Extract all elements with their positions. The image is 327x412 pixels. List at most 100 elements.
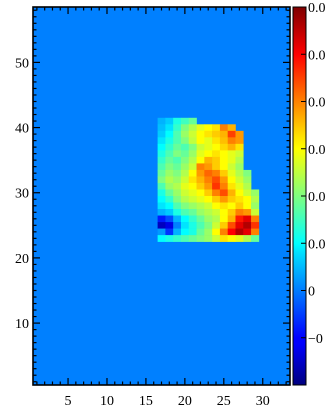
heatmap-cell — [251, 235, 260, 242]
heatmap-cell — [212, 124, 221, 132]
heatmap-cell — [243, 176, 252, 184]
heatmap-cell — [188, 124, 197, 132]
colorbar-tick-label: 0 — [308, 285, 315, 300]
heatmap-cell — [157, 143, 166, 151]
heatmap-cell — [227, 176, 236, 184]
heatmap-cell — [243, 169, 252, 177]
heatmap-cell — [157, 196, 166, 203]
heatmap-cell — [204, 189, 213, 197]
heatmap-cell — [219, 124, 228, 132]
x-tick-label: 5 — [65, 394, 72, 409]
heatmap-cell — [157, 150, 166, 158]
heatmap-cell — [157, 169, 166, 177]
heatmap-cell — [235, 137, 244, 145]
heatmap-cell — [251, 228, 260, 236]
heatmap-cell — [219, 143, 228, 151]
heatmap-cell — [165, 209, 174, 216]
heatmap-cell — [219, 163, 228, 171]
heatmap-cell — [235, 209, 244, 216]
heatmap-cell — [227, 235, 236, 242]
heatmap-cell — [219, 176, 228, 184]
heatmap-cell — [235, 196, 244, 203]
heatmap-cell — [173, 228, 182, 236]
heatmap-cell — [188, 215, 197, 223]
heatmap-cell — [173, 117, 182, 125]
heatmap-cell — [196, 196, 205, 203]
heatmap-cell — [212, 163, 221, 171]
heatmap-cell — [219, 169, 228, 177]
heatmap-cell — [188, 202, 197, 210]
heatmap-cell — [219, 215, 228, 223]
heatmap-cell — [235, 163, 244, 171]
heatmap-cell — [173, 189, 182, 197]
heatmap-cell — [212, 228, 221, 236]
heatmap-cell — [157, 182, 166, 190]
heatmap-cell — [173, 176, 182, 184]
heatmap-cell — [173, 137, 182, 145]
colorbar-tick-label: −0 — [308, 332, 323, 347]
heatmap-cell — [235, 143, 244, 151]
heatmap-cell — [243, 228, 252, 236]
colorbar: −0 0 0.0 0.0 0.0 0.0 0.0 0.0 — [292, 1, 326, 386]
heatmap-cell — [204, 202, 213, 210]
heatmap-cell — [196, 150, 205, 158]
heatmap-cell — [173, 156, 182, 164]
heatmap-cell — [235, 228, 244, 236]
heatmap-cell — [227, 124, 236, 132]
heatmap-cell — [157, 163, 166, 171]
x-tick-label: 20 — [178, 394, 192, 409]
heatmap-cell — [180, 130, 190, 138]
y-tick-label: 50 — [15, 56, 29, 71]
heatmap-cell — [165, 150, 174, 158]
heatmap-cell — [204, 196, 213, 203]
heatmap-cell — [180, 117, 190, 125]
colorbar-tick-label: 0.0 — [308, 96, 326, 111]
heatmap-cell — [204, 156, 213, 164]
heatmap-cell — [188, 228, 197, 236]
heatmap-cell — [204, 150, 213, 158]
heatmap-cell — [227, 228, 236, 236]
heatmap-cell — [157, 215, 166, 223]
heatmap-cell — [219, 182, 228, 190]
heatmap-cell — [235, 150, 244, 158]
heatmap-cell — [180, 156, 190, 164]
heatmap-cell — [212, 202, 221, 210]
heatmap-cell — [196, 228, 205, 236]
heatmap-cell — [243, 235, 252, 242]
heatmap-cell — [212, 143, 221, 151]
heatmap-cell — [212, 156, 221, 164]
heatmap-cell — [173, 182, 182, 190]
heatmap-cell — [196, 163, 205, 171]
heatmap-cell — [235, 182, 244, 190]
heatmap-cell — [157, 235, 166, 242]
heatmap-cells — [157, 117, 260, 242]
heatmap-cell — [188, 182, 197, 190]
heatmap-cell — [157, 222, 166, 229]
heatmap-cell — [180, 150, 190, 158]
heatmap-cell — [165, 169, 174, 177]
heatmap-cell — [227, 137, 236, 145]
heatmap-cell — [165, 215, 174, 223]
heatmap-cell — [204, 130, 213, 138]
heatmap-cell — [180, 202, 190, 210]
heatmap-cell — [188, 169, 197, 177]
heatmap-cell — [212, 137, 221, 145]
heatmap-cell — [188, 150, 197, 158]
heatmap-cell — [165, 196, 174, 203]
heatmap-cell — [235, 235, 244, 242]
heatmap-cell — [165, 163, 174, 171]
heatmap-cell — [212, 150, 221, 158]
heatmap-cell — [188, 209, 197, 216]
heatmap-cell — [173, 169, 182, 177]
heatmap-cell — [165, 124, 174, 132]
heatmap-cell — [219, 196, 228, 203]
heatmap-cell — [204, 235, 213, 242]
heatmap-cell — [251, 202, 260, 210]
heatmap-cell — [235, 222, 244, 229]
heatmap-cell — [196, 222, 205, 229]
heatmap-cell — [212, 196, 221, 203]
heatmap-cell — [227, 202, 236, 210]
heatmap-cell — [251, 209, 260, 216]
heatmap-cell — [173, 130, 182, 138]
heatmap-cell — [227, 169, 236, 177]
